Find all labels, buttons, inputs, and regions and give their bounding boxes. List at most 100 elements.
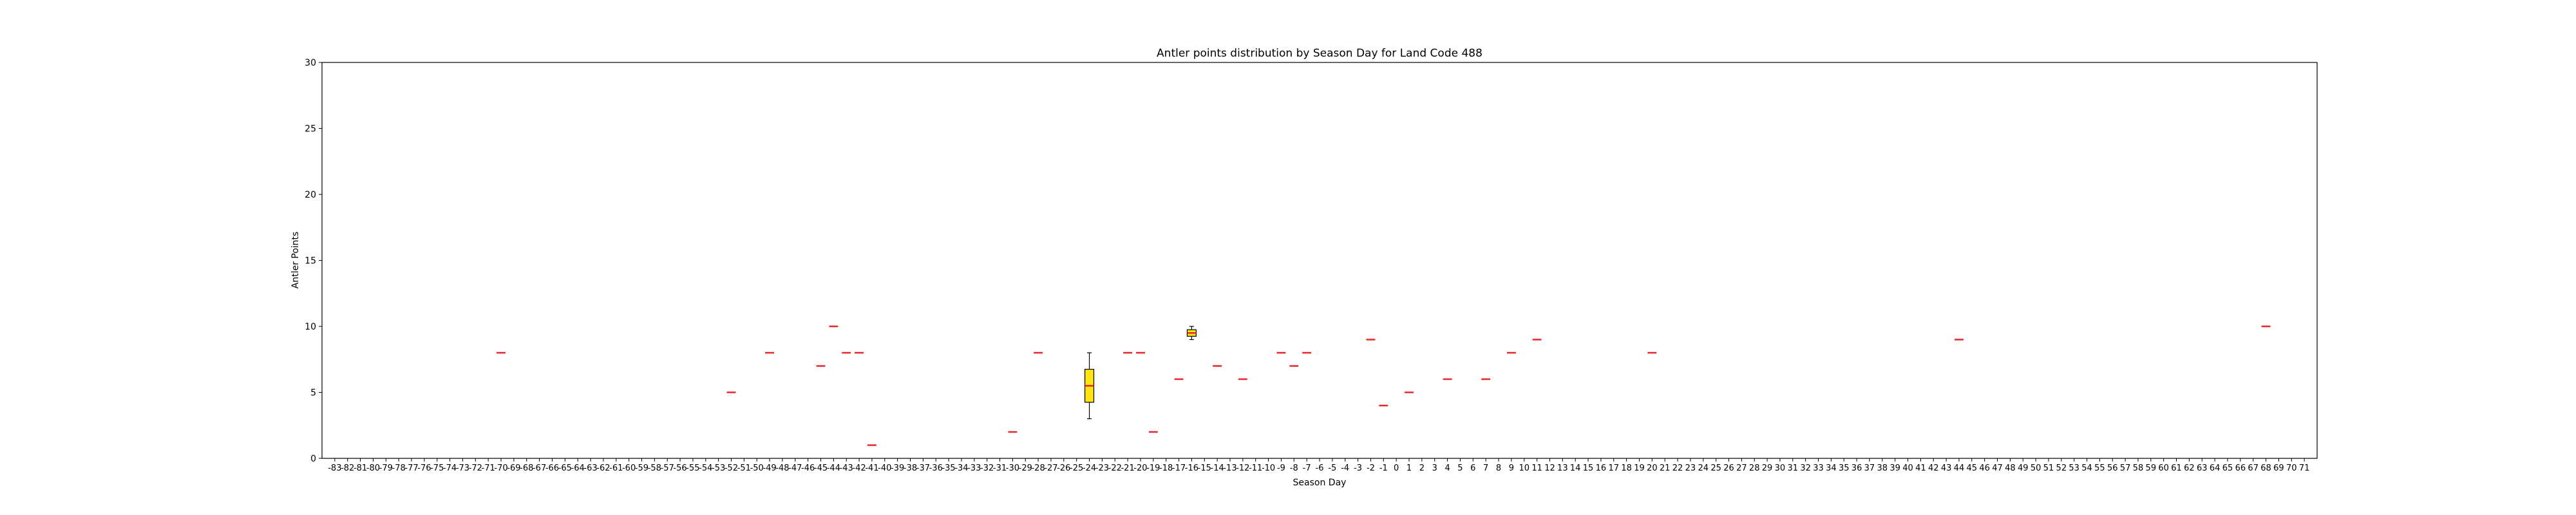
x-tick-label: -2 — [1367, 464, 1375, 473]
x-tick-label: 1 — [1406, 464, 1412, 473]
x-tick-label: -80 — [366, 464, 380, 473]
x-tick-label: 52 — [2056, 464, 2067, 473]
x-tick-label: -65 — [558, 464, 572, 473]
y-tick-label: 25 — [305, 124, 316, 135]
x-tick-label: -30 — [1006, 464, 1019, 473]
x-tick-label: -82 — [341, 464, 354, 473]
x-tick-label: -28 — [1031, 464, 1045, 473]
x-tick-label: -78 — [392, 464, 406, 473]
x-tick-label: -57 — [661, 464, 674, 473]
x-tick-label: -64 — [571, 464, 585, 473]
x-tick-label: 44 — [1954, 464, 1965, 473]
x-tick-label: -17 — [1172, 464, 1186, 473]
x-tick-label: -13 — [1223, 464, 1236, 473]
x-tick-label: -43 — [840, 464, 853, 473]
x-tick-label: 60 — [2158, 464, 2169, 473]
x-tick-label: -68 — [520, 464, 533, 473]
x-tick-label: -21 — [1121, 464, 1134, 473]
x-tick-label: 16 — [1596, 464, 1607, 473]
x-tick-label: 65 — [2222, 464, 2233, 473]
x-tick-label: 27 — [1736, 464, 1747, 473]
x-tick-label: -44 — [827, 464, 840, 473]
x-tick-label: -54 — [699, 464, 712, 473]
x-tick-label: -50 — [750, 464, 764, 473]
x-tick-label: -35 — [942, 464, 955, 473]
x-tick-label: -73 — [456, 464, 469, 473]
x-tick-label: -32 — [980, 464, 994, 473]
x-tick-label: -38 — [904, 464, 917, 473]
x-tick-label: -59 — [635, 464, 649, 473]
x-tick-label: -61 — [609, 464, 623, 473]
x-tick-label: 48 — [2005, 464, 2016, 473]
x-tick-label: 71 — [2299, 464, 2310, 473]
x-tick-label: -12 — [1236, 464, 1249, 473]
y-tick-label: 30 — [305, 58, 316, 68]
x-tick-label: 7 — [1483, 464, 1488, 473]
x-tick-label: -70 — [494, 464, 507, 473]
x-tick-label: 43 — [1941, 464, 1952, 473]
x-tick-label: 55 — [2094, 464, 2105, 473]
y-axis-label: Antler Points — [290, 232, 301, 289]
x-tick-label: 41 — [1915, 464, 1926, 473]
x-tick-label: -72 — [469, 464, 482, 473]
x-tick-label: -26 — [1057, 464, 1070, 473]
x-tick-label: 19 — [1634, 464, 1645, 473]
x-tick-label: -40 — [878, 464, 891, 473]
x-tick-label: 15 — [1583, 464, 1594, 473]
x-tick-label: 29 — [1762, 464, 1773, 473]
x-tick-label: -66 — [545, 464, 559, 473]
x-tick-label: -55 — [686, 464, 699, 473]
x-tick-label: -34 — [954, 464, 968, 473]
x-tick-label: -15 — [1198, 464, 1211, 473]
x-tick-label: 46 — [1979, 464, 1990, 473]
x-tick-label: -16 — [1185, 464, 1198, 473]
x-tick-label: -58 — [648, 464, 661, 473]
x-tick-label: 45 — [1967, 464, 1978, 473]
y-tick-label: 20 — [305, 190, 316, 200]
x-tick-label: 9 — [1509, 464, 1514, 473]
x-tick-label: 58 — [2133, 464, 2144, 473]
x-tick-label: -74 — [443, 464, 457, 473]
x-tick-label: 34 — [1826, 464, 1837, 473]
x-tick-label: -47 — [788, 464, 802, 473]
x-tick-label: 12 — [1544, 464, 1555, 473]
x-tick-label: 37 — [1864, 464, 1875, 473]
x-tick-label: 32 — [1800, 464, 1811, 473]
x-tick-label: 70 — [2286, 464, 2297, 473]
x-tick-label: 59 — [2146, 464, 2157, 473]
x-tick-label: 61 — [2171, 464, 2182, 473]
x-tick-label: -45 — [814, 464, 828, 473]
x-axis-label: Season Day — [1293, 478, 1347, 488]
x-tick-label: 39 — [1889, 464, 1900, 473]
x-tick-label: -48 — [775, 464, 789, 473]
x-tick-label: -27 — [1044, 464, 1057, 473]
x-tick-label: 14 — [1570, 464, 1581, 473]
x-tick-label: 62 — [2184, 464, 2195, 473]
x-tick-label: 31 — [1788, 464, 1799, 473]
x-tick-label: 64 — [2210, 464, 2221, 473]
y-tick-label: 10 — [305, 322, 316, 332]
x-tick-label: 3 — [1432, 464, 1437, 473]
x-tick-label: -19 — [1146, 464, 1160, 473]
x-tick-label: -46 — [801, 464, 815, 473]
x-tick-label: 53 — [2069, 464, 2079, 473]
x-tick-label: -14 — [1211, 464, 1224, 473]
x-tick-label: 17 — [1608, 464, 1619, 473]
x-tick-label: 49 — [2018, 464, 2029, 473]
x-tick-label: 2 — [1419, 464, 1425, 473]
y-tick-label: 15 — [305, 256, 316, 267]
x-tick-label: 66 — [2235, 464, 2246, 473]
x-tick-label: -42 — [852, 464, 866, 473]
x-tick-label: 50 — [2031, 464, 2041, 473]
x-tick-label: 51 — [2043, 464, 2054, 473]
x-tick-label: 57 — [2120, 464, 2131, 473]
x-tick-label: 25 — [1710, 464, 1721, 473]
x-tick-label: -22 — [1108, 464, 1122, 473]
x-tick-label: 26 — [1723, 464, 1734, 473]
x-tick-label: -33 — [967, 464, 981, 473]
x-tick-label: -56 — [673, 464, 687, 473]
x-tick-label: 36 — [1852, 464, 1862, 473]
x-tick-label: -1 — [1379, 464, 1388, 473]
x-tick-label: 8 — [1496, 464, 1501, 473]
x-tick-label: 30 — [1775, 464, 1786, 473]
